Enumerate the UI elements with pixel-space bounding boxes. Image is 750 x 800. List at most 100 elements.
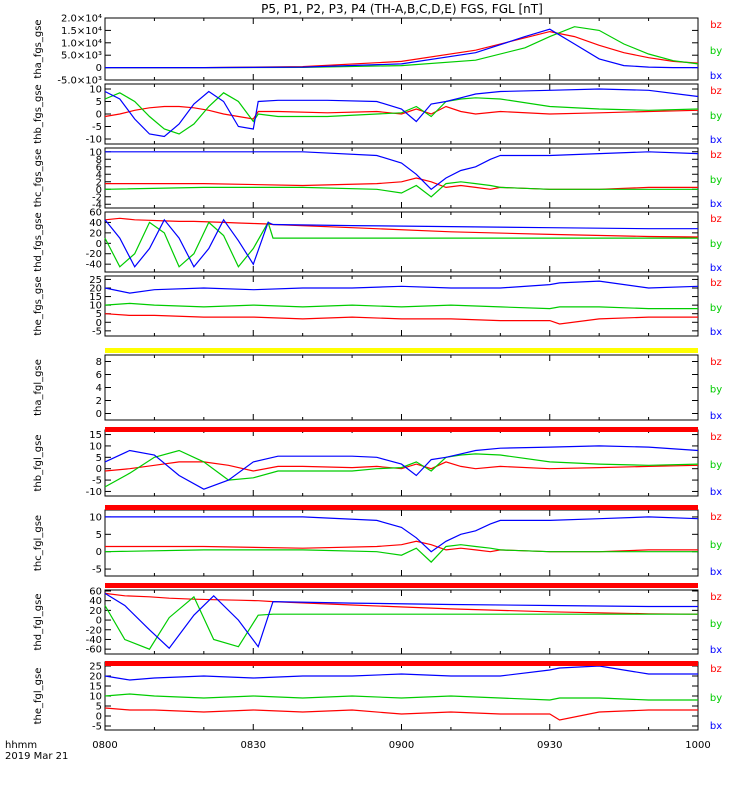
y-tick-label: 20 [89,672,102,683]
y-axis-label: the_fgl_gse [33,668,44,725]
y-tick-label: 20 [89,606,102,617]
series-line-by [104,595,698,650]
y-tick-label: 25 [89,275,102,286]
y-tick-label: 2.0×10⁴ [61,14,102,25]
series-line-bx [104,218,698,268]
legend-by: by [710,460,722,471]
series-line-by [104,302,698,310]
series-line-bx [104,88,699,138]
y-axis-label: thd_fgs_gse [33,212,44,271]
y-tick-label: 2 [96,396,102,407]
y-tick-label: 6 [96,370,102,381]
y-tick-label: 0 [96,547,102,558]
quality-flag-bar [105,505,698,510]
legend-by: by [710,111,722,122]
legend-bx: bx [710,645,722,656]
panel-stack: 2.0×10⁴1.5×10⁴1.0×10⁴5.0×10³0-5.0×10³tha… [33,14,722,733]
series-line-bx [104,445,699,490]
y-tick-label: 15 [89,682,102,693]
series-line-by [104,92,699,135]
x-tick-label: 0830 [241,740,266,751]
legend-by: by [710,619,722,630]
y-tick-label: 8 [96,357,102,368]
panel-frame [104,661,699,731]
x-tick-label: 0800 [92,740,117,751]
series-line-by [104,220,698,268]
y-tick-label: -5 [92,476,102,487]
legend-bx: bx [710,135,722,146]
y-axis-label: the_fgs_gse [33,276,44,335]
legend-by: by [710,175,722,186]
series-line-bz [104,592,699,615]
footer-time-label: hhmm [5,740,37,751]
legend-by: by [710,46,722,57]
y-axis-label: thd_fgl_gse [33,594,44,651]
series-line-bx [105,28,698,69]
y-tick-label: 4 [96,170,102,181]
y-axis-label: tha_fgs_gse [33,19,44,78]
panel-frame [104,17,699,81]
y-tick-label: 4 [96,383,102,394]
series-line-by [104,449,699,488]
series-line-bx [105,516,699,553]
series-line-bx [104,665,698,681]
y-tick-label: 0 [96,464,102,475]
y-tick-label: 8 [96,155,102,166]
y-tick-label: 20 [89,284,102,295]
y-tick-label: -60 [86,645,102,656]
y-axis-label: thb_fgl_gse [33,435,44,492]
legend-by: by [710,385,722,396]
y-tick-label: 0 [96,185,102,196]
y-tick-label: -5 [92,565,102,576]
y-tick-label: 0 [96,712,102,723]
legend-bx: bx [710,487,722,498]
y-tick-label: 20 [89,228,102,239]
legend-by: by [710,693,722,704]
y-tick-label: 0 [96,110,102,121]
panel-frame [104,147,699,209]
y-axis-label: thc_fgl_gse [33,515,44,571]
series-line-bx [105,151,699,191]
y-tick-label: 5 [96,530,102,541]
y-tick-label: 10 [89,441,102,452]
y-tick-label: 0 [96,239,102,250]
legend-bz: bz [710,150,722,161]
legend-bx: bx [710,721,722,732]
legend-bz: bz [710,20,722,31]
legend-bz: bz [710,214,722,225]
panel-thc_fgl_gse: 10 5 0 -5 thc_fgl_gse bz by bx [33,509,722,578]
y-tick-label: 40 [89,218,102,229]
y-tick-label: -4 [92,200,102,211]
series-line-bz [105,30,699,69]
series-line-bz [104,707,698,721]
y-tick-label: -2 [92,192,102,203]
y-tick-label: 10 [89,512,102,523]
y-tick-label: 1.0×10⁴ [61,38,102,49]
legend-by: by [710,540,722,551]
y-tick-label: -40 [86,635,102,646]
y-tick-label: 25 [89,662,102,673]
series-line-bx [104,592,698,650]
y-tick-label: -20 [86,249,102,260]
y-tick-label: 10 [89,692,102,703]
y-tick-label: 60 [89,208,102,219]
legend-bx: bx [710,263,722,274]
quality-flag-bar [105,427,698,432]
y-tick-label: 15 [89,430,102,441]
legend-bz: bz [710,592,722,603]
y-tick-label: 0 [96,63,102,74]
series-line-bz [104,461,699,472]
x-axis: 0800 0830 0900 0930 1000 [92,740,710,751]
legend-bx: bx [710,567,722,578]
series-line-by [104,181,698,198]
y-axis-label: thc_fgs_gse [33,149,44,208]
series-line-bz [104,313,698,325]
y-tick-label: 40 [89,596,102,607]
footer-date-label: 2019 Mar 21 [5,751,68,762]
